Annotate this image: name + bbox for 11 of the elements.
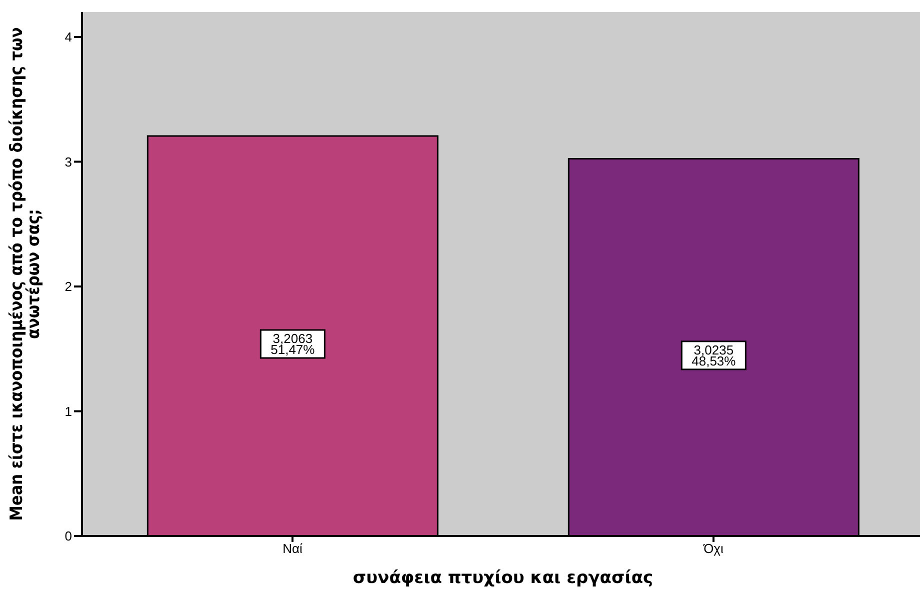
data-label: 3,0235 48,53% bbox=[692, 342, 736, 368]
y-tick-label: 1 bbox=[64, 404, 72, 419]
x-axis-title: συνάφεια πτυχίου και εργασίας bbox=[352, 568, 654, 588]
y-tick-label: 3 bbox=[64, 154, 72, 170]
data-label: 3,2063 51,47% bbox=[270, 330, 316, 357]
x-tick-label: Ναί bbox=[282, 541, 303, 556]
y-tick-label: 2 bbox=[64, 279, 72, 294]
y-tick-label: 4 bbox=[64, 30, 72, 45]
y-tick-label: 0 bbox=[64, 528, 72, 544]
y-axis-title: Mean είστε ικανοποιημένος από το τρόπο διοίκησης των ανωτέρων σας; bbox=[7, 27, 44, 521]
x-tick-label: Όχι bbox=[702, 541, 724, 556]
